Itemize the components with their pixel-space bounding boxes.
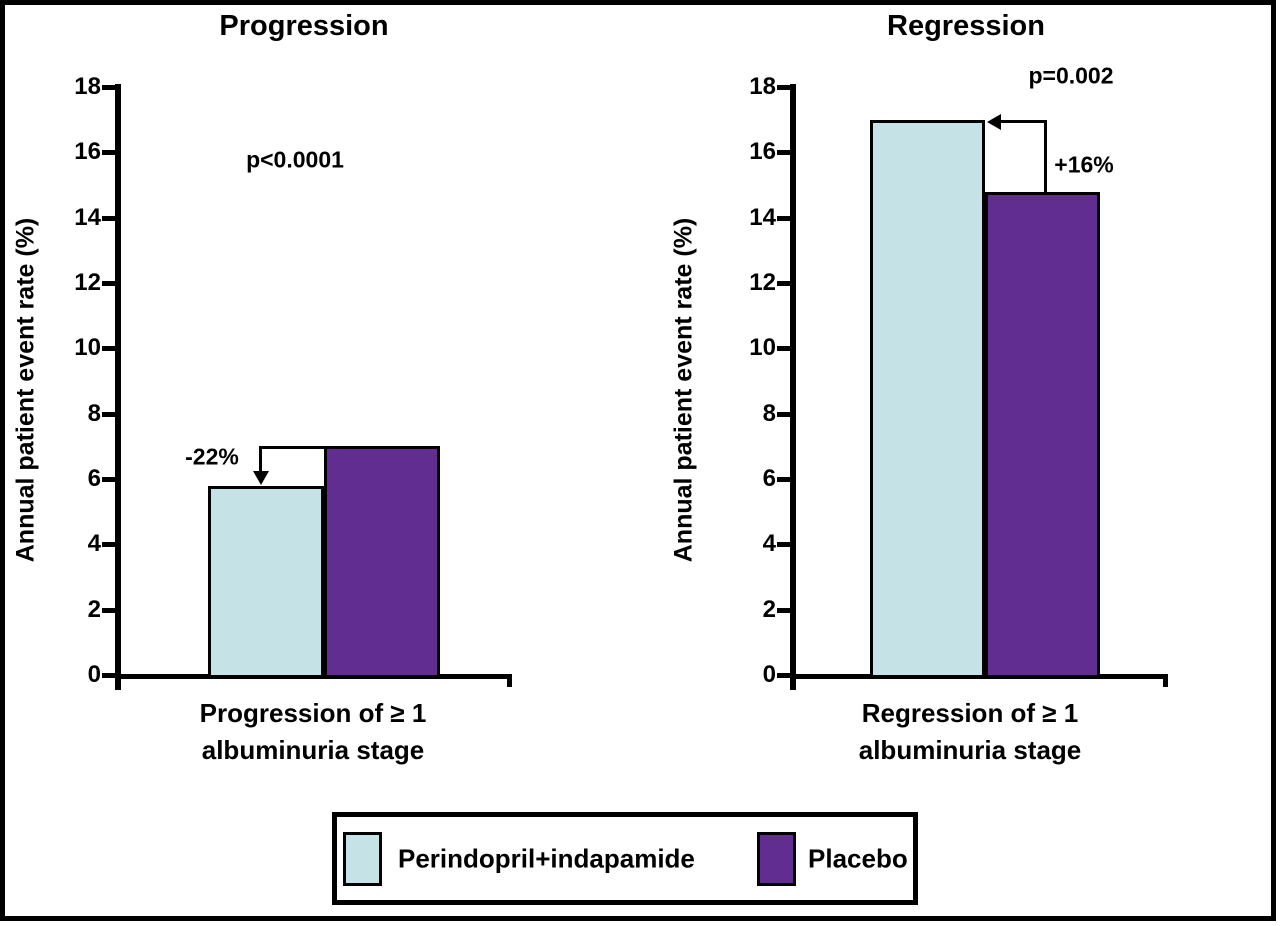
legend: Perindopril+indapamide Placebo: [332, 812, 918, 905]
y-tick-label: 14: [749, 204, 776, 231]
y-tick-label: 12: [749, 269, 776, 296]
y-tick-label: 18: [749, 73, 776, 100]
y-tick-label: 2: [762, 596, 776, 623]
y-tick: [102, 673, 115, 678]
y-tick: [102, 608, 115, 613]
y-tick-label: 6: [87, 465, 101, 492]
y-tick-label: 12: [74, 269, 101, 296]
y-tick: [777, 85, 790, 90]
legend-label-placebo: Placebo: [808, 843, 908, 873]
y-tick: [777, 412, 790, 417]
y-tick-label: 4: [762, 530, 776, 557]
y-tick: [102, 542, 115, 547]
y-tick: [102, 412, 115, 417]
panel-title-progression: Progression: [219, 10, 389, 42]
y-tick: [777, 281, 790, 286]
y-tick-label: 4: [87, 530, 101, 557]
y-tick-label: 8: [87, 400, 101, 427]
panel-title-regression: Regression: [887, 10, 1045, 42]
x-label-line-1: Regression of ≥ 1: [861, 698, 1079, 728]
y-tick-label: 0: [87, 661, 101, 688]
difference-label-progression: -22%: [185, 443, 239, 470]
y-tick-label: 2: [87, 596, 101, 623]
y-tick-label: 16: [74, 138, 101, 165]
bracket-horizontal-line: [1001, 120, 1047, 123]
x-label-progression: Progression of ≥ 1 albuminuria stage: [200, 695, 427, 769]
y-tick: [777, 150, 790, 155]
x-axis-end-tick: [1163, 674, 1168, 687]
y-tick: [777, 673, 790, 678]
y-tick-label: 0: [762, 661, 776, 688]
left-arrow-icon: [987, 114, 1001, 130]
down-arrow-icon: [253, 471, 269, 485]
p-value-progression: p<0.0001: [246, 146, 344, 173]
bracket-vertical-line: [259, 446, 262, 473]
x-axis-end-tick: [507, 674, 512, 687]
difference-label-regression: +16%: [1054, 151, 1114, 178]
y-axis-label-regression: Annual patient event rate (%): [669, 217, 698, 563]
bar-regression-perindopril-indapamide: [870, 120, 985, 678]
y-tick: [777, 216, 790, 221]
y-tick-label: 10: [749, 334, 776, 361]
x-label-line-1: Progression of ≥ 1: [199, 698, 427, 728]
y-tick: [102, 150, 115, 155]
y-tick: [777, 542, 790, 547]
y-axis-spine: [115, 84, 121, 690]
legend-swatch-perindopril: [343, 831, 382, 886]
y-tick-label: 8: [762, 400, 776, 427]
p-value-regression: p=0.002: [1028, 62, 1114, 89]
y-tick: [777, 608, 790, 613]
bar-progression-perindopril-indapamide: [208, 486, 324, 678]
bracket-vertical-line: [1044, 120, 1047, 192]
y-tick-label: 18: [74, 73, 101, 100]
x-label-regression: Regression of ≥ 1 albuminuria stage: [859, 695, 1082, 769]
y-tick-label: 16: [749, 138, 776, 165]
y-tick-label: 6: [762, 465, 776, 492]
y-tick: [777, 477, 790, 482]
legend-swatch-placebo: [757, 831, 796, 886]
y-tick-label: 14: [74, 204, 101, 231]
bar-regression-placebo: [985, 192, 1100, 678]
y-tick: [102, 477, 115, 482]
y-tick-label: 10: [74, 334, 101, 361]
bar-progression-placebo: [324, 446, 440, 678]
y-tick: [102, 216, 115, 221]
legend-label-perindopril: Perindopril+indapamide: [398, 843, 695, 873]
x-label-line-2: albuminuria stage: [858, 735, 1082, 765]
y-tick: [777, 346, 790, 351]
y-tick: [102, 85, 115, 90]
bracket-horizontal-line: [259, 446, 327, 449]
y-tick: [102, 346, 115, 351]
y-tick: [102, 281, 115, 286]
x-label-line-2: albuminuria stage: [201, 735, 425, 765]
y-axis-spine: [790, 84, 796, 690]
